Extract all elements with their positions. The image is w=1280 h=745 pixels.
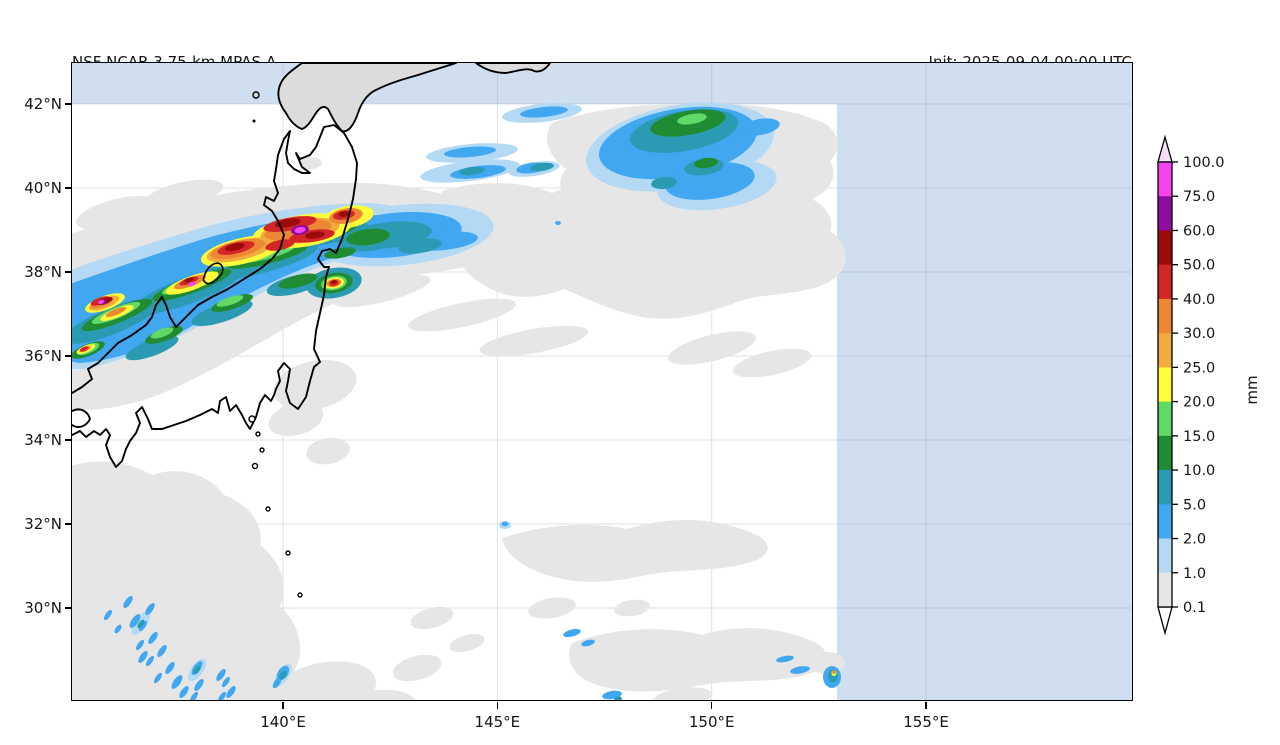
colorbar-segment bbox=[1158, 333, 1172, 368]
colorbar-segment bbox=[1158, 538, 1172, 574]
colorbar-segment bbox=[1158, 572, 1172, 608]
colorbar-segment bbox=[1158, 504, 1172, 540]
coastline-awaji bbox=[72, 408, 91, 428]
lon-tick-mark bbox=[925, 701, 927, 709]
colorbar-tick-label: 5.0 bbox=[1183, 497, 1206, 513]
coastlines bbox=[72, 63, 551, 598]
lat-tick-mark bbox=[65, 607, 72, 609]
colorbar-canvas: 100.0 75.0 60.0 50.0 40.0 30.0 25.0 20.0 15.0 10.… bbox=[1157, 134, 1225, 636]
colorbar-segment bbox=[1158, 162, 1172, 197]
colorbar-tick-label: 20.0 bbox=[1183, 395, 1215, 411]
colorbar-tick-label: 60.0 bbox=[1183, 223, 1215, 239]
lon-tick-mark bbox=[282, 701, 284, 709]
lon-tick-mark bbox=[710, 701, 713, 709]
coastline-honshu bbox=[72, 124, 358, 468]
lat-tick-label: 30°N bbox=[24, 598, 62, 617]
small-island-dot bbox=[252, 119, 256, 123]
colorbar-segment bbox=[1158, 470, 1172, 505]
colorbar-over-arrow bbox=[1157, 134, 1173, 163]
lat-tick-mark bbox=[65, 355, 72, 357]
coastline-hokkaido bbox=[277, 63, 457, 133]
lon-tick-label: 145°E bbox=[474, 713, 521, 731]
colorbar-tick-label: 75.0 bbox=[1183, 189, 1215, 205]
lon-tick-label: 140°E bbox=[260, 713, 306, 731]
lat-tick-label: 32°N bbox=[24, 514, 62, 533]
colorbar-segment bbox=[1158, 367, 1172, 403]
colorbar-tick-label: 15.0 bbox=[1183, 429, 1215, 445]
colorbar-tick-label: 50.0 bbox=[1183, 258, 1215, 274]
colorbar-units-label: mm bbox=[1243, 375, 1261, 405]
colorbar-tick-label: 30.0 bbox=[1183, 326, 1215, 342]
lon-tick-mark bbox=[496, 701, 499, 709]
lat-tick-label: 38°N bbox=[24, 262, 62, 281]
colorbar-tick-label: 0.1 bbox=[1183, 600, 1206, 616]
coastline-sado-island bbox=[202, 262, 224, 285]
map-frame bbox=[71, 62, 1133, 701]
colorbar-segment bbox=[1158, 401, 1172, 437]
colorbar-under-arrow bbox=[1157, 606, 1173, 636]
lat-tick-label: 36°N bbox=[24, 346, 62, 365]
colorbar-tick-label: 10.0 bbox=[1183, 463, 1215, 479]
colorbar-segment bbox=[1158, 230, 1172, 266]
colorbar-tick-label: 25.0 bbox=[1183, 360, 1215, 376]
colorbar-segment bbox=[1158, 196, 1172, 231]
lat-tick-mark bbox=[65, 271, 72, 273]
lat-tick-mark bbox=[65, 523, 72, 525]
precip-75-100mm bbox=[97, 226, 306, 305]
colorbar-outline bbox=[1157, 161, 1173, 608]
lon-tick-label: 150°E bbox=[688, 713, 735, 731]
colorbar-tick-label: 40.0 bbox=[1183, 292, 1215, 308]
out-of-domain-region bbox=[72, 63, 1132, 700]
lon-tick-label: 155°E bbox=[903, 713, 949, 731]
lat-tick-label: 42°N bbox=[24, 94, 62, 113]
lat-tick-label: 40°N bbox=[24, 178, 62, 197]
colorbar-tick-label: 100.0 bbox=[1183, 155, 1225, 171]
colorbar-segment bbox=[1158, 264, 1172, 300]
lat-tick-mark bbox=[65, 103, 72, 105]
colorbar-segment bbox=[1158, 298, 1172, 334]
izu-islands bbox=[248, 415, 303, 598]
colorbar-tick-label: 2.0 bbox=[1183, 532, 1206, 548]
colorbar-tick-label: 1.0 bbox=[1183, 566, 1206, 582]
colorbar-segment bbox=[1158, 435, 1172, 471]
okushiri-island bbox=[252, 91, 260, 99]
lat-tick-label: 34°N bbox=[24, 430, 62, 449]
coastline-hokkaido-east bbox=[475, 63, 551, 74]
map-canvas bbox=[72, 63, 1132, 700]
precipitation-field bbox=[72, 102, 847, 700]
lat-tick-mark bbox=[65, 439, 72, 441]
colorbar: 100.0 75.0 60.0 50.0 40.0 30.0 25.0 20.0 15.0 10.… bbox=[1148, 128, 1280, 648]
lat-tick-mark bbox=[65, 187, 72, 189]
